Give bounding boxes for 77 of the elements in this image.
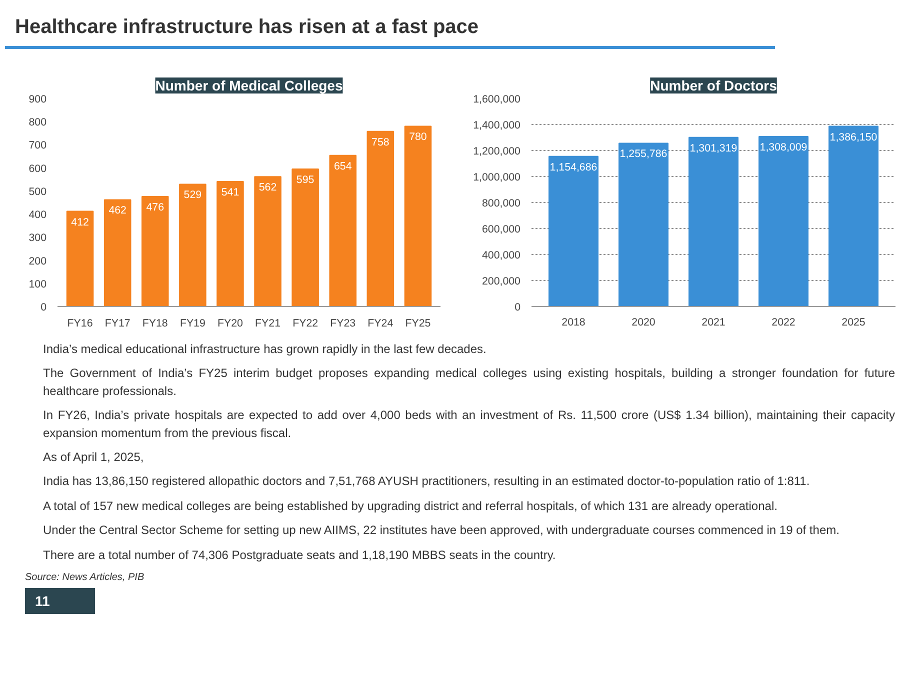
- x-tick-label: FY25: [405, 318, 431, 330]
- x-tick-label: 2025: [842, 316, 866, 328]
- y-tick-label: 500: [28, 186, 47, 198]
- data-label: 595: [296, 174, 314, 186]
- x-tick-label: FY21: [255, 318, 281, 330]
- bar: [254, 176, 282, 306]
- y-tick-label: 1,000,000: [473, 172, 521, 184]
- bar: [216, 180, 244, 306]
- data-label: 412: [71, 216, 89, 228]
- data-label: 758: [372, 136, 390, 148]
- x-tick-label: 2020: [632, 316, 656, 328]
- data-label: 1,386,150: [830, 131, 878, 144]
- x-tick-label: 2022: [772, 316, 796, 328]
- y-tick-label: 0: [514, 302, 521, 314]
- x-tick-label: FY19: [180, 318, 206, 330]
- text: A total of 157 new medical colleges are being established by upgrading district and referral hospitals, of which 131 are already operational.: [43, 498, 778, 515]
- data-label: 541: [221, 186, 240, 198]
- data-label: 780: [409, 131, 427, 144]
- x-tick-label: FY16: [67, 318, 93, 330]
- text: There are a total number of 74,306 Postgraduate seats and 1,18,190 MBBS seats in the country.: [43, 546, 557, 564]
- x-tick-label: FY20: [217, 318, 244, 330]
- bar: [618, 142, 668, 306]
- x-tick-label: 2021: [702, 316, 726, 328]
- data-label: 1,308,009: [760, 141, 808, 154]
- y-tick-label: 1,400,000: [473, 120, 521, 132]
- y-tick-label: 400: [28, 209, 47, 222]
- text: 11: [25, 588, 95, 614]
- y-tick-label: 200: [28, 255, 47, 268]
- bar: [758, 136, 808, 306]
- bar: [548, 156, 598, 306]
- data-label: 529: [184, 189, 202, 202]
- x-tick-label: FY23: [330, 318, 356, 330]
- y-tick-label: 100: [28, 278, 47, 290]
- x-tick-label: FY24: [368, 318, 394, 330]
- x-tick-label: FY18: [142, 318, 168, 330]
- data-label: 654: [334, 160, 352, 172]
- bar: [329, 154, 357, 306]
- data-label: 1,255,786: [620, 148, 668, 160]
- text: Under the Central Sector Scheme for setting up new AIIMS, 22 institutes have been approved, with undergraduate courses commenced in 19 of them.: [43, 522, 840, 540]
- chart-title: Number of Medical Colleges: [155, 78, 343, 94]
- y-tick-label: 600: [28, 162, 47, 175]
- bar: [141, 196, 169, 306]
- x-tick-label: FY17: [104, 318, 130, 330]
- y-tick-label: 0: [40, 302, 47, 314]
- bar: [828, 126, 878, 306]
- bar: [292, 168, 319, 306]
- bar: [688, 136, 738, 306]
- data-label: 562: [258, 182, 277, 194]
- chart-title: Number of Doctors: [650, 78, 778, 94]
- text: The Government of India’s FY25 interim budget proposes expanding medical colleges using existing hospitals, building a stronger foundation for future healthcare professionals.: [43, 365, 895, 400]
- bar: [404, 126, 432, 306]
- y-tick-label: 400,000: [482, 250, 521, 262]
- bar: [104, 199, 132, 306]
- y-tick-label: 300: [28, 232, 47, 244]
- y-tick-label: 800: [28, 116, 47, 129]
- y-tick-label: 1,600,000: [473, 94, 521, 106]
- text: In FY26, India’s private hospitals are expected to add over 4,000 beds with an investment of Rs. 11,500 crore (US$ 1.34 billion), maintaining their capacity expansion momentum from the previous fiscal.: [43, 407, 895, 442]
- y-tick-label: 600,000: [482, 224, 521, 236]
- y-tick-label: 1,200,000: [473, 146, 521, 158]
- data-label: 462: [108, 204, 127, 217]
- source-note: Source: News Articles, PIB: [25, 570, 146, 585]
- y-tick-label: 800,000: [482, 198, 521, 210]
- x-tick-label: 2018: [562, 316, 586, 328]
- text: Healthcare infrastructure has risen at a fast pace: [5, 5, 775, 49]
- data-label: 1,301,319: [690, 142, 738, 154]
- bar: [366, 130, 394, 306]
- y-tick-label: 900: [28, 94, 47, 106]
- bar: [179, 184, 206, 306]
- text: As of April 1, 2025,: [43, 448, 145, 466]
- text: India has 13,86,150 registered allopathic doctors and 7,51,768 AYUSH practitioners, resulting in an estimated doctor-to-population ratio of 1:811.: [43, 473, 811, 490]
- data-label: 1,154,686: [550, 161, 598, 174]
- x-tick-label: FY22: [292, 318, 318, 330]
- bar: [66, 210, 94, 306]
- text: India’s medical educational infrastructure has grown rapidly in the last few decades.: [43, 341, 488, 358]
- y-tick-label: 700: [28, 140, 47, 152]
- y-tick-label: 200,000: [482, 276, 521, 288]
- data-label: 476: [146, 201, 164, 214]
